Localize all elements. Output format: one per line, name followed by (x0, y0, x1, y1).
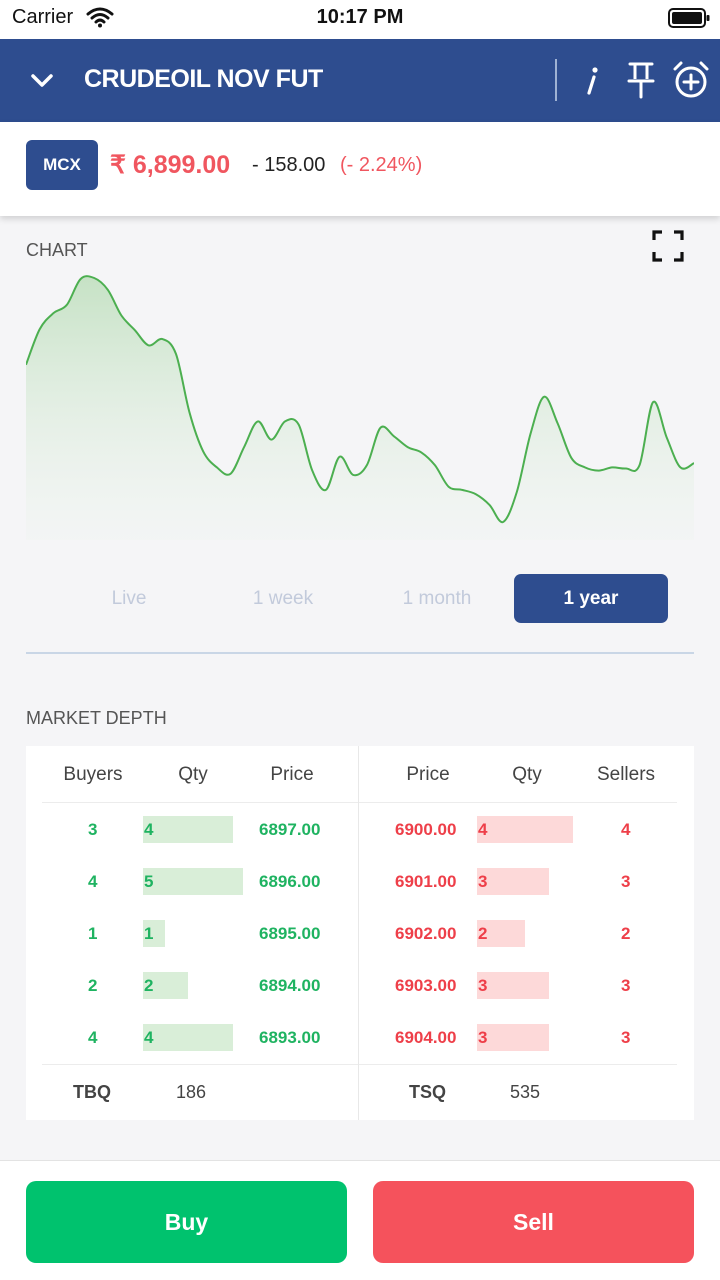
ask-qty-bar (477, 1024, 549, 1051)
ask-qty-bar (477, 868, 549, 895)
sell-button[interactable]: Sell (373, 1181, 694, 1263)
exchange-badge: MCX (26, 140, 98, 190)
bid-price: 6896.00 (259, 872, 321, 891)
instrument-title: CRUDEOIL NOV FUT (84, 65, 323, 93)
depth-row: 2 2 6894.00 6903.00 3 3 (26, 972, 694, 1002)
pin-icon[interactable] (624, 59, 658, 101)
ask-orders: 3 (621, 872, 631, 891)
tbq-value: 186 (176, 1082, 207, 1102)
bid-price: 6893.00 (259, 1028, 321, 1047)
ask-qty: 3 (478, 976, 488, 995)
alarm-add-icon[interactable] (670, 59, 712, 101)
depth-row: 1 1 6895.00 6902.00 2 2 (26, 920, 694, 950)
depth-row: 3 4 6897.00 6900.00 4 4 (26, 816, 694, 846)
header-divider (555, 59, 557, 101)
header-buyers: Buyers (63, 764, 123, 785)
footer-rule (359, 1064, 677, 1065)
bid-qty-bar (143, 868, 243, 895)
header-bid-qty: Qty (178, 764, 208, 785)
ask-orders: 3 (621, 1028, 631, 1047)
bid-qty-bar (143, 1024, 233, 1051)
bid-orders: 4 (88, 872, 98, 891)
bid-qty: 5 (144, 872, 154, 891)
order-action-bar: Buy Sell (0, 1160, 720, 1280)
bid-qty-bar (143, 816, 233, 843)
header-rule (42, 802, 358, 803)
ask-price: 6904.00 (395, 1028, 457, 1047)
price-change: - 158.00 (252, 154, 326, 176)
quote-bar: MCX ₹ 6,899.00 - 158.00 (- 2.24%) (0, 122, 720, 216)
ask-price: 6902.00 (395, 924, 457, 943)
bid-qty: 2 (144, 976, 154, 995)
section-divider (26, 652, 694, 654)
range-tab-1-week[interactable]: 1 week (252, 588, 314, 609)
depth-row: 4 4 6893.00 6904.00 3 3 (26, 1024, 694, 1054)
battery-icon (668, 8, 710, 28)
tbq-label: TBQ (73, 1082, 111, 1102)
ask-price: 6903.00 (395, 976, 457, 995)
market-depth-table: Buyers Qty Price Price Qty Sellers 3 4 6… (26, 746, 694, 1120)
header-sellers: Sellers (596, 764, 656, 785)
status-bar: Carrier 10:17 PM (0, 0, 720, 39)
chevron-down-icon[interactable] (26, 65, 58, 97)
bid-orders: 3 (88, 820, 98, 839)
ask-orders: 3 (621, 976, 631, 995)
chart-series-line (26, 275, 694, 524)
ask-qty: 4 (478, 820, 488, 839)
range-tab-live[interactable]: Live (111, 588, 147, 609)
bid-orders: 4 (88, 1028, 98, 1047)
bid-price: 6897.00 (259, 820, 321, 839)
range-tab-1-month[interactable]: 1 month (402, 588, 472, 609)
ask-qty-bar (477, 972, 549, 999)
buy-button[interactable]: Buy (26, 1181, 347, 1263)
header-rule (359, 802, 677, 803)
bid-price: 6894.00 (259, 976, 321, 995)
chart-area-fill (26, 276, 694, 540)
price-chart (26, 275, 694, 540)
ask-price: 6900.00 (395, 820, 457, 839)
ask-qty: 3 (478, 872, 488, 891)
footer-rule (42, 1064, 358, 1065)
status-time: 10:17 PM (316, 6, 404, 28)
bid-qty: 4 (144, 820, 154, 839)
fullscreen-icon[interactable] (652, 230, 684, 262)
tsq-label: TSQ (409, 1082, 447, 1102)
ask-orders: 4 (621, 820, 631, 839)
header-ask-qty: Qty (512, 764, 542, 785)
ask-price: 6901.00 (395, 872, 457, 891)
last-price: ₹ 6,899.00 (110, 151, 231, 179)
tsq-value: 535 (510, 1082, 541, 1102)
market-depth-label: MARKET DEPTH (26, 708, 167, 728)
chart-section-label: CHART (26, 240, 88, 260)
bid-orders: 2 (88, 976, 98, 995)
bid-qty: 1 (144, 924, 154, 943)
bid-qty: 4 (144, 1028, 154, 1047)
price-change-percent: (- 2.24%) (340, 154, 423, 176)
bid-orders: 1 (88, 924, 98, 943)
header-bid-price: Price (270, 764, 314, 785)
ask-qty-bar (477, 920, 525, 947)
depth-row: 4 5 6896.00 6901.00 3 3 (26, 868, 694, 898)
ask-qty: 3 (478, 1028, 488, 1047)
bid-qty-bar (143, 920, 165, 947)
carrier-label: Carrier (12, 6, 74, 28)
header-ask-price: Price (406, 764, 450, 785)
bid-qty-bar (143, 972, 188, 999)
info-icon[interactable] (578, 59, 606, 101)
bid-ask-divider (358, 746, 359, 1120)
instrument-header: CRUDEOIL NOV FUT (0, 39, 720, 122)
ask-qty: 2 (478, 924, 488, 943)
bid-price: 6895.00 (259, 924, 321, 943)
range-tab-1-year[interactable]: 1 year (514, 574, 668, 623)
ask-qty-bar (477, 816, 573, 843)
ask-orders: 2 (621, 924, 631, 943)
wifi-icon (86, 7, 114, 28)
